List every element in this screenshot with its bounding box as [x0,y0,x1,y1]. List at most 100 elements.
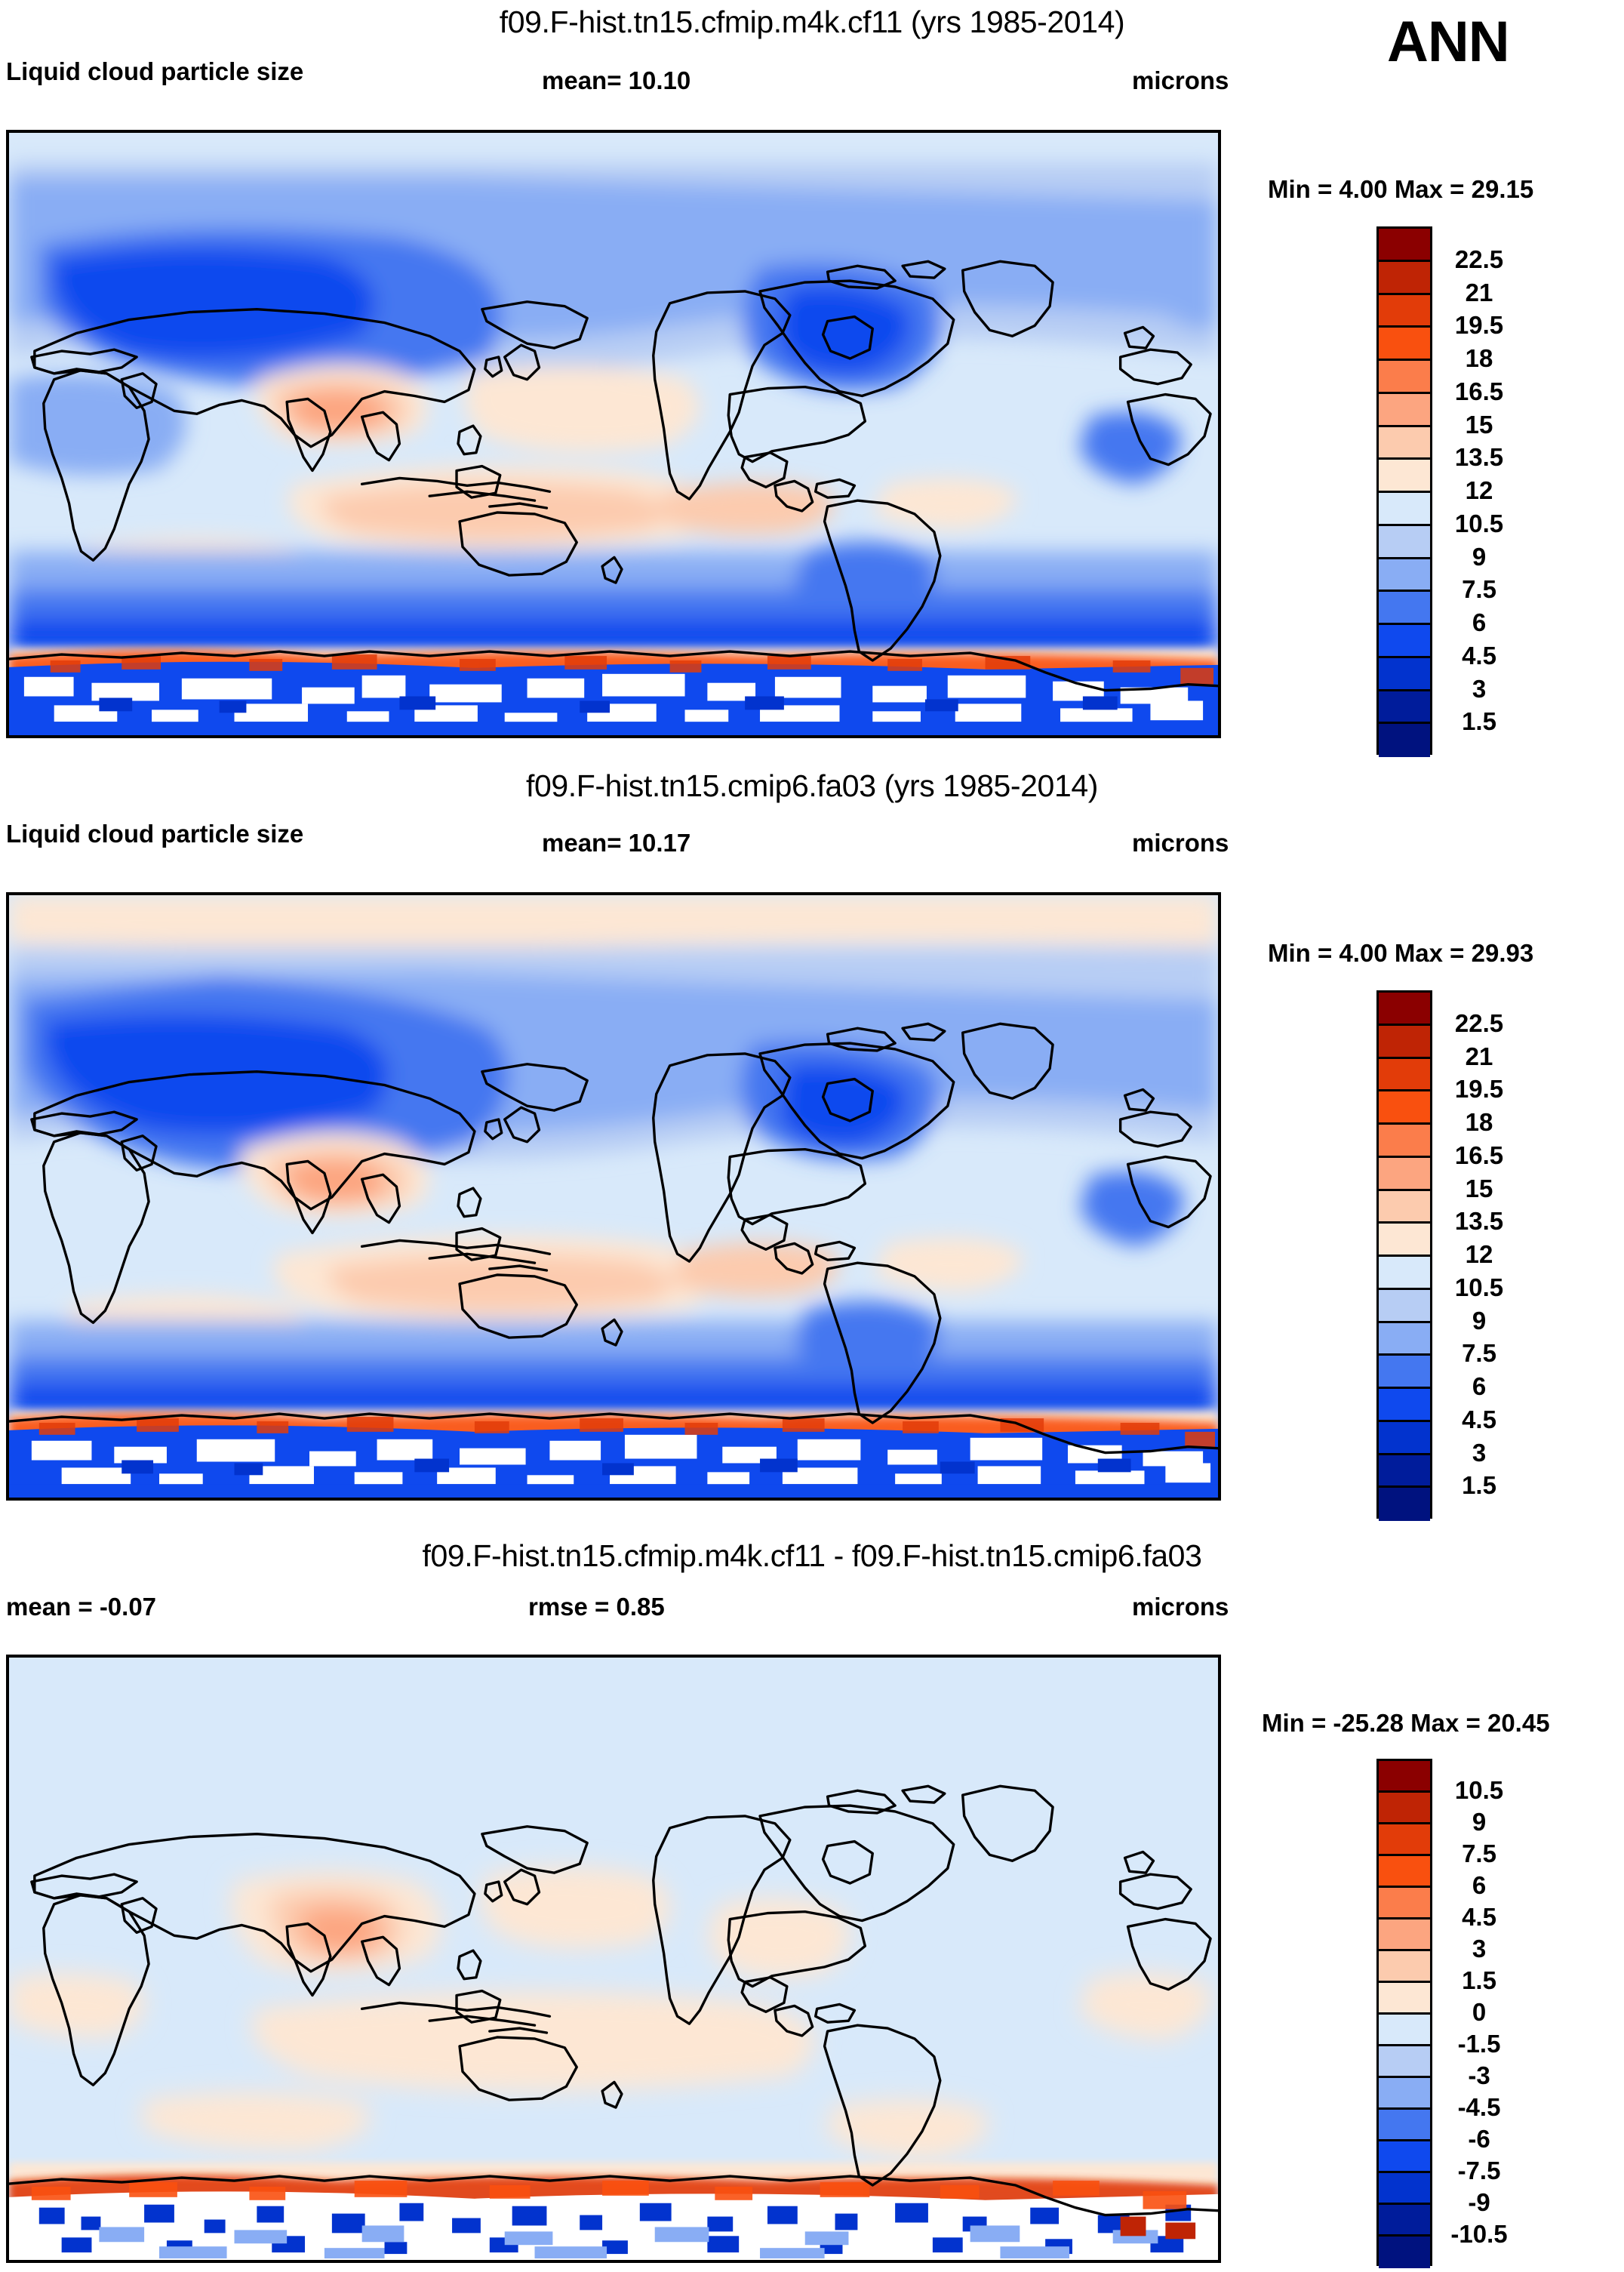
colorbar-top-label-8: 10.5 [1454,509,1504,537]
colorbar-difference-label-3: 6 [1472,1871,1487,1899]
colorbar-difference-labels: 10.5 9 7.5 6 4.5 3 1.5 0 -1.5 -3 -4.5 -6 -7.5 -9 -10.5 [1440,1759,1591,2266]
colorbar-middle-cells [1376,990,1432,1521]
colorbar-difference-cell-13 [1379,2173,1430,2205]
colorbar-middle-label-5: 15 [1465,1174,1493,1202]
colorbar-top-label-0: 22.5 [1454,245,1504,273]
panel-middle-map [6,892,1221,1501]
colorbar-top-cell-1 [1379,261,1430,295]
colorbar-top-label-10: 7.5 [1462,575,1496,604]
colorbar-difference-cell-5 [1379,1920,1430,1951]
colorbar-difference-cell-10 [1379,2078,1430,2110]
colorbar-top-cell-14 [1379,691,1430,725]
colorbar-difference-cell-9 [1379,2046,1430,2078]
colorbar-middle-cell-8 [1379,1257,1430,1290]
panel-top-map-field [9,133,1218,735]
colorbar-top-cell-12 [1379,625,1430,658]
colorbar-middle-label-11: 6 [1472,1372,1487,1400]
colorbar-difference-label-6: 1.5 [1462,1966,1496,1994]
colorbar-difference-label-14: -10.5 [1450,2220,1508,2248]
colorbar-difference-cell-6 [1379,1951,1430,1983]
colorbar-middle-cell-11 [1379,1356,1430,1389]
colorbar-top-label-12: 4.5 [1462,641,1496,670]
colorbar-top-cell-10 [1379,559,1430,593]
colorbar-top: 22.5 21 19.5 18 16.5 15 13.5 12 10.5 9 7.5 6 4.5 3 1.5 [1376,226,1503,757]
panel-top-variable-label: Liquid cloud particle size [6,57,304,85]
colorbar-top-cell-15 [1379,724,1430,757]
colorbar-difference-cell-0 [1379,1761,1430,1793]
colorbar-middle: 22.5 21 19.5 18 16.5 15 13.5 12 10.5 9 7.5 6 4.5 3 1.5 [1376,990,1503,1521]
colorbar-difference-label-4: 4.5 [1462,1903,1496,1931]
colorbar-top-labels: 22.5 21 19.5 18 16.5 15 13.5 12 10.5 9 7.5 6 4.5 3 1.5 [1440,226,1591,755]
colorbar-middle-label-4: 16.5 [1454,1141,1504,1169]
panel-middle-case-title: f09.F-hist.tn15.cmip6.fa03 (yrs 1985-201… [525,768,1099,803]
colorbar-top-cell-7 [1379,460,1430,493]
colorbar-top-cell-9 [1379,525,1430,559]
colorbar-top-cell-6 [1379,426,1430,460]
colorbar-difference-cell-14 [1379,2205,1430,2237]
panel-middle-minmax-label: Min = 4.00 Max = 29.93 [1268,939,1534,967]
colorbar-difference-cells [1376,1759,1432,2268]
colorbar-difference: 10.5 9 7.5 6 4.5 3 1.5 0 -1.5 -3 -4.5 -6 -7.5 -9 -10.5 [1376,1759,1508,2268]
colorbar-middle-cell-7 [1379,1224,1430,1257]
panel-difference-contour-svg [9,1658,1218,2260]
colorbar-middle-label-1: 21 [1465,1042,1493,1070]
colorbar-middle-cell-5 [1379,1157,1430,1191]
colorbar-top-label-6: 13.5 [1454,443,1504,472]
colorbar-middle-cell-0 [1379,993,1430,1026]
colorbar-top-cell-4 [1379,361,1430,394]
colorbar-middle-cell-1 [1379,1025,1430,1059]
colorbar-top-label-11: 6 [1472,608,1487,636]
colorbar-top-cell-0 [1379,229,1430,262]
colorbar-top-label-3: 18 [1465,344,1493,372]
panel-top-mean-label: mean= 10.10 [542,66,691,94]
colorbar-top-label-4: 16.5 [1454,377,1504,405]
colorbar-difference-label-2: 7.5 [1462,1839,1496,1867]
colorbar-difference-label-12: -7.5 [1457,2157,1501,2184]
colorbar-top-label-9: 9 [1472,542,1487,571]
colorbar-top-label-1: 21 [1465,278,1493,306]
colorbar-top-cell-13 [1379,657,1430,691]
colorbar-top-cell-3 [1379,328,1430,361]
colorbar-middle-label-9: 9 [1472,1306,1487,1335]
colorbar-top-label-14: 1.5 [1462,707,1496,736]
colorbar-middle-label-12: 4.5 [1462,1405,1496,1433]
colorbar-difference-cell-12 [1379,2141,1430,2173]
panel-top-map [6,130,1221,738]
colorbar-difference-cell-4 [1379,1888,1430,1920]
colorbar-top-label-13: 3 [1472,674,1487,703]
colorbar-top-cell-8 [1379,493,1430,526]
colorbar-difference-label-0: 10.5 [1454,1776,1504,1804]
colorbar-middle-label-3: 18 [1465,1108,1493,1136]
panel-middle-map-field [9,895,1218,1498]
season-label: ANN [1387,10,1510,74]
colorbar-middle-cell-6 [1379,1190,1430,1224]
colorbar-middle-cell-2 [1379,1058,1430,1092]
colorbar-middle-cell-9 [1379,1289,1430,1323]
colorbar-difference-cell-11 [1379,2110,1430,2141]
panel-top-minmax-label: Min = 4.00 Max = 29.15 [1268,175,1534,203]
colorbar-difference-cell-8 [1379,2015,1430,2046]
colorbar-top-cell-11 [1379,592,1430,625]
colorbar-middle-cell-12 [1379,1389,1430,1422]
panel-difference-map [6,1655,1221,2263]
colorbar-difference-label-8: -1.5 [1457,2030,1501,2058]
colorbar-difference-label-5: 3 [1472,1935,1487,1963]
panel-middle-contour-svg [9,895,1218,1498]
panel-difference-map-field [9,1658,1218,2260]
colorbar-middle-label-14: 1.5 [1462,1471,1496,1500]
colorbar-top-label-7: 12 [1465,476,1493,504]
colorbar-difference-label-1: 9 [1472,1808,1487,1836]
panel-top-units-label: microns [1132,66,1229,94]
panel-middle-variable-label: Liquid cloud particle size [6,820,304,848]
colorbar-difference-label-9: -3 [1468,2061,1490,2089]
colorbar-top-cells [1376,226,1432,757]
colorbar-middle-cell-15 [1379,1488,1430,1521]
colorbar-top-cell-2 [1379,294,1430,328]
colorbar-difference-cell-3 [1379,1856,1430,1888]
colorbar-middle-label-2: 19.5 [1454,1075,1504,1104]
colorbar-difference-label-13: -9 [1468,2188,1490,2216]
colorbar-middle-label-0: 22.5 [1454,1008,1504,1037]
colorbar-middle-cell-14 [1379,1455,1430,1488]
colorbar-middle-label-10: 7.5 [1462,1339,1496,1368]
colorbar-difference-cell-15 [1379,2237,1430,2268]
